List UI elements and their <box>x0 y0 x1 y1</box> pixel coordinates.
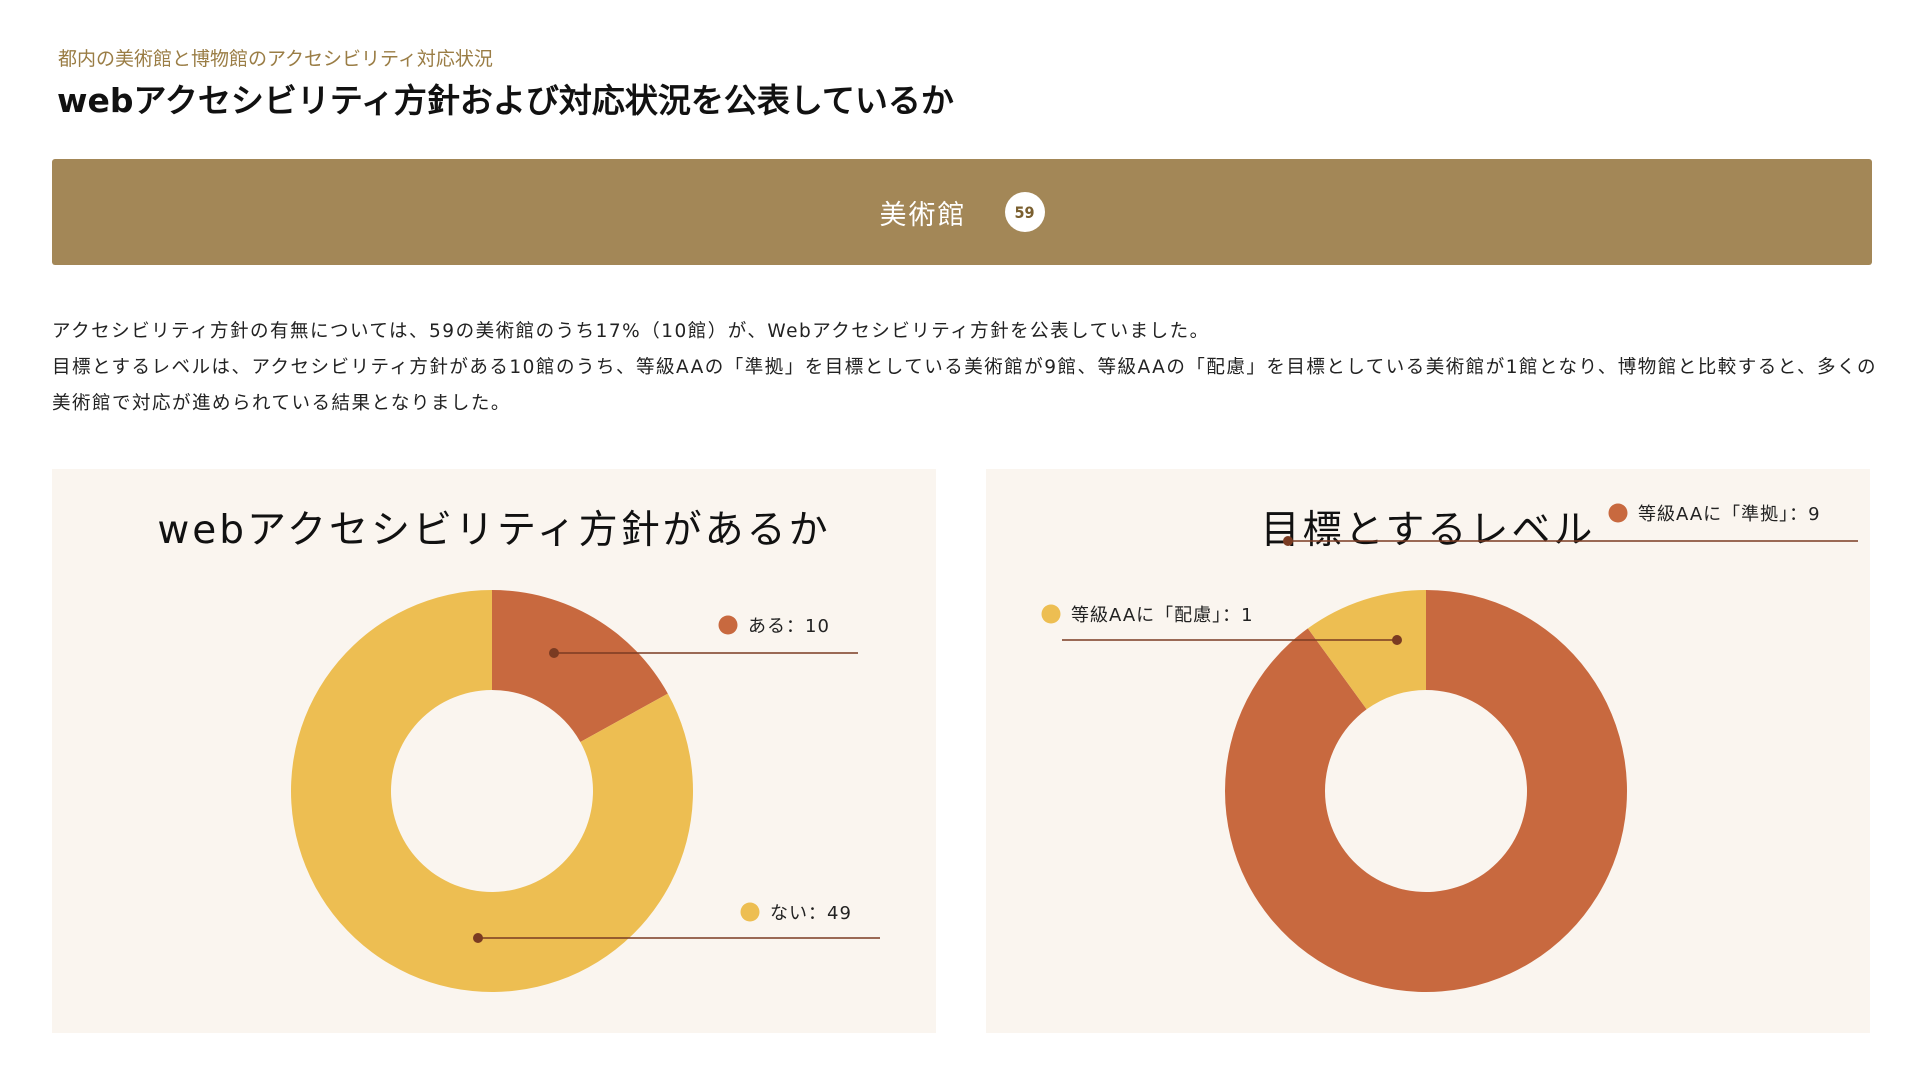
count-badge: 59 <box>1004 192 1045 232</box>
donut-slice-yes <box>492 590 668 743</box>
legend-label-no: ない：49 <box>770 903 852 924</box>
banner-label: 美術館 <box>879 199 967 231</box>
legend-marker-yes <box>718 615 738 635</box>
donut-slice-no <box>291 590 693 992</box>
legend-marker-compliant <box>1608 503 1628 523</box>
description-line-2: 目標とするレベルは、アクセシビリティ方針がある10館のうち、等級AAの「準拠」を… <box>52 357 1878 414</box>
chart-title-policy: webアクセシビリティ方針があるか <box>157 508 831 553</box>
description-line-1: アクセシビリティ方針の有無については、59の美術館のうち17%（10館）が、We… <box>52 321 1210 342</box>
chart-title-level: 目標とするレベル <box>1260 508 1596 553</box>
donut-chart-policy: ある：10 ない：49 <box>291 590 880 992</box>
page-title: webアクセシビリティ方針および対応状況を公表しているか <box>57 81 954 120</box>
chart-panel-policy: webアクセシビリティ方針があるか ある：10 ない：49 <box>52 469 936 1033</box>
page-subtitle: 都内の美術館と博物館のアクセシビリティ対応状況 <box>58 48 493 70</box>
legend-label-yes: ある：10 <box>748 616 830 637</box>
legend-marker-considered <box>1041 604 1061 624</box>
leader-dot-no <box>473 933 483 943</box>
donut-slice-compliant <box>1225 590 1627 992</box>
category-banner: 美術館 59 <box>52 159 1872 265</box>
donut-slice-considered <box>1307 590 1426 710</box>
description: アクセシビリティ方針の有無については、59の美術館のうち17%（10館）が、We… <box>52 314 1882 422</box>
leader-dot-compliant <box>1283 536 1293 546</box>
legend-marker-no <box>740 902 760 922</box>
leader-dot-yes <box>549 648 559 658</box>
donut-chart-level: 等級AAに「準拠」：9 等級AAに「配慮」：1 <box>1041 503 1858 992</box>
legend-label-compliant: 等級AAに「準拠」：9 <box>1638 504 1821 525</box>
chart-panel-level: 目標とするレベル 等級AAに「準拠」：9 等級AAに「配慮」：1 <box>986 469 1870 1033</box>
leader-dot-considered <box>1392 635 1402 645</box>
legend-label-considered: 等級AAに「配慮」：1 <box>1071 605 1254 626</box>
